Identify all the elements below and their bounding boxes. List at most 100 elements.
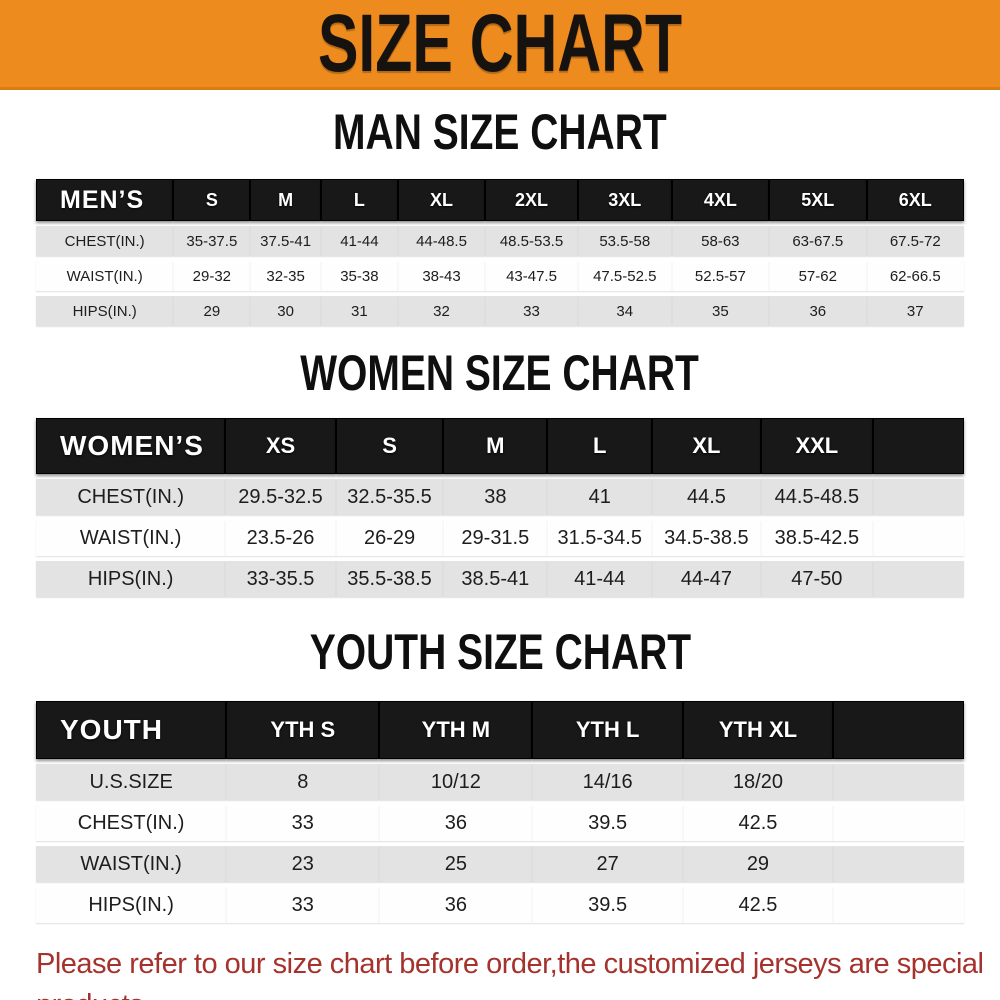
size-column-header: 5XL xyxy=(769,179,867,221)
size-value-cell: 29 xyxy=(173,296,250,326)
header-spacer-cell xyxy=(833,701,964,759)
size-column-header: M xyxy=(443,418,548,474)
row-label: WAIST(IN.) xyxy=(36,520,225,556)
size-value-cell: 38 xyxy=(443,479,547,515)
size-column-header: L xyxy=(320,179,398,221)
size-column-header: S xyxy=(335,418,444,474)
measurement-row: CHEST(IN.) 29.5-32.5 32.5-35.5 38 41 44.5 44.5… xyxy=(36,479,964,515)
measurement-row: WAIST(IN.) 23 25 27 29 xyxy=(36,846,964,882)
size-column-header: 3XL xyxy=(577,179,672,221)
measurement-row: HIPS(IN.) 33-35.5 35.5-38.5 38.5-41 41-44 44-… xyxy=(36,561,964,597)
footer-disclaimer: Please refer to our size chart before or… xyxy=(36,944,1000,1000)
size-value-cell: 41-44 xyxy=(547,561,652,597)
size-value-cell: 37.5-41 xyxy=(250,226,321,256)
women-size-table: WOMEN’S XS S M L XL XXL CHEST(IN.) 29.5-32.5 32.… xyxy=(36,413,964,602)
size-value-cell: 41 xyxy=(547,479,652,515)
size-value-cell: 29.5-32.5 xyxy=(225,479,335,515)
section-title-text: YOUTH SIZE CHART xyxy=(309,624,691,680)
size-value-cell: 26-29 xyxy=(336,520,444,556)
row-spacer-cell xyxy=(873,561,964,597)
youth-header-row: YOUTH YTH S YTH M YTH L YTH XL xyxy=(36,701,964,759)
size-column-header: 4XL xyxy=(671,179,770,221)
size-column-header: YTH L xyxy=(532,701,683,759)
row-spacer-cell xyxy=(873,479,964,515)
row-spacer-cell xyxy=(833,805,964,841)
row-spacer-cell xyxy=(873,520,964,556)
size-value-cell: 29-31.5 xyxy=(443,520,547,556)
size-value-cell: 47.5-52.5 xyxy=(578,261,672,291)
section-title-text: MAN SIZE CHART xyxy=(333,104,667,160)
row-label: CHEST(IN.) xyxy=(36,226,173,256)
size-value-cell: 29 xyxy=(683,846,833,882)
size-value-cell: 33 xyxy=(485,296,578,326)
size-value-cell: 62-66.5 xyxy=(867,261,965,291)
size-value-cell: 41-44 xyxy=(321,226,398,256)
row-label: HIPS(IN.) xyxy=(36,887,226,923)
size-column-header: YTH S xyxy=(226,701,380,759)
size-value-cell: 14/16 xyxy=(532,764,682,800)
measurement-row: CHEST(IN.) 33 36 39.5 42.5 xyxy=(36,805,964,841)
youth-size-table: YOUTH YTH S YTH M YTH L YTH XL U.S.SIZE 8 10/1… xyxy=(36,696,964,928)
size-column-header: YTH M xyxy=(379,701,533,759)
women-size-chart-title: WOMEN SIZE CHART xyxy=(0,347,1000,399)
row-spacer-cell xyxy=(833,764,964,800)
banner-title: SIZE CHART xyxy=(317,0,683,89)
size-value-cell: 36 xyxy=(379,805,532,841)
size-value-cell: 57-62 xyxy=(769,261,866,291)
size-value-cell: 32 xyxy=(398,296,485,326)
size-value-cell: 10/12 xyxy=(379,764,532,800)
size-value-cell: 23 xyxy=(226,846,379,882)
size-value-cell: 67.5-72 xyxy=(867,226,965,256)
size-value-cell: 35 xyxy=(672,296,769,326)
man-size-chart-title: MAN SIZE CHART xyxy=(0,106,1000,158)
row-label: U.S.SIZE xyxy=(36,764,226,800)
size-value-cell: 31 xyxy=(321,296,398,326)
measurement-row: U.S.SIZE 8 10/12 14/16 18/20 xyxy=(36,764,964,800)
size-value-cell: 33 xyxy=(226,887,379,923)
size-value-cell: 39.5 xyxy=(532,887,682,923)
size-value-cell: 37 xyxy=(867,296,965,326)
size-value-cell: 33 xyxy=(226,805,379,841)
size-column-header: S xyxy=(173,179,251,221)
size-value-cell: 43-47.5 xyxy=(485,261,578,291)
size-value-cell: 38.5-41 xyxy=(443,561,547,597)
size-value-cell: 58-63 xyxy=(672,226,769,256)
size-value-cell: 35-38 xyxy=(321,261,398,291)
header-spacer-cell xyxy=(873,418,964,474)
size-value-cell: 42.5 xyxy=(683,805,833,841)
size-value-cell: 63-67.5 xyxy=(769,226,866,256)
size-value-cell: 39.5 xyxy=(532,805,682,841)
measurement-row: WAIST(IN.) 29-32 32-35 35-38 38-43 43-47.5 47.… xyxy=(36,261,964,291)
footer-line-1: Please refer to our size chart before or… xyxy=(36,948,984,1000)
size-column-header: 2XL xyxy=(485,179,578,221)
size-value-cell: 33-35.5 xyxy=(225,561,335,597)
women-header-row: WOMEN’S XS S M L XL XXL xyxy=(36,418,964,474)
size-column-header: L xyxy=(547,418,653,474)
row-spacer-cell xyxy=(833,846,964,882)
size-column-header: XL xyxy=(652,418,761,474)
size-column-header: M xyxy=(250,179,321,221)
size-column-header: 6XL xyxy=(866,179,964,221)
size-value-cell: 38-43 xyxy=(398,261,485,291)
row-spacer-cell xyxy=(833,887,964,923)
row-label: HIPS(IN.) xyxy=(36,296,173,326)
table-group-label: MEN’S xyxy=(36,179,174,221)
size-value-cell: 25 xyxy=(379,846,532,882)
size-value-cell: 36 xyxy=(769,296,866,326)
size-value-cell: 31.5-34.5 xyxy=(547,520,652,556)
men-header-row: MEN’S S M L XL 2XL 3XL 4XL 5XL 6XL xyxy=(36,179,964,221)
men-size-table: MEN’S S M L XL 2XL 3XL 4XL 5XL 6XL CHEST(IN.) 35-3… xyxy=(36,174,964,331)
size-value-cell: 32.5-35.5 xyxy=(336,479,444,515)
size-column-header: XS xyxy=(225,418,336,474)
size-value-cell: 32-35 xyxy=(250,261,321,291)
size-value-cell: 48.5-53.5 xyxy=(485,226,578,256)
size-value-cell: 44-47 xyxy=(652,561,761,597)
size-value-cell: 53.5-58 xyxy=(578,226,672,256)
measurement-row: CHEST(IN.) 35-37.5 37.5-41 41-44 44-48.5 48.5… xyxy=(36,226,964,256)
size-value-cell: 34 xyxy=(578,296,672,326)
size-value-cell: 52.5-57 xyxy=(672,261,769,291)
size-column-header: XL xyxy=(397,179,486,221)
size-column-header: YTH XL xyxy=(682,701,834,759)
size-value-cell: 18/20 xyxy=(683,764,833,800)
